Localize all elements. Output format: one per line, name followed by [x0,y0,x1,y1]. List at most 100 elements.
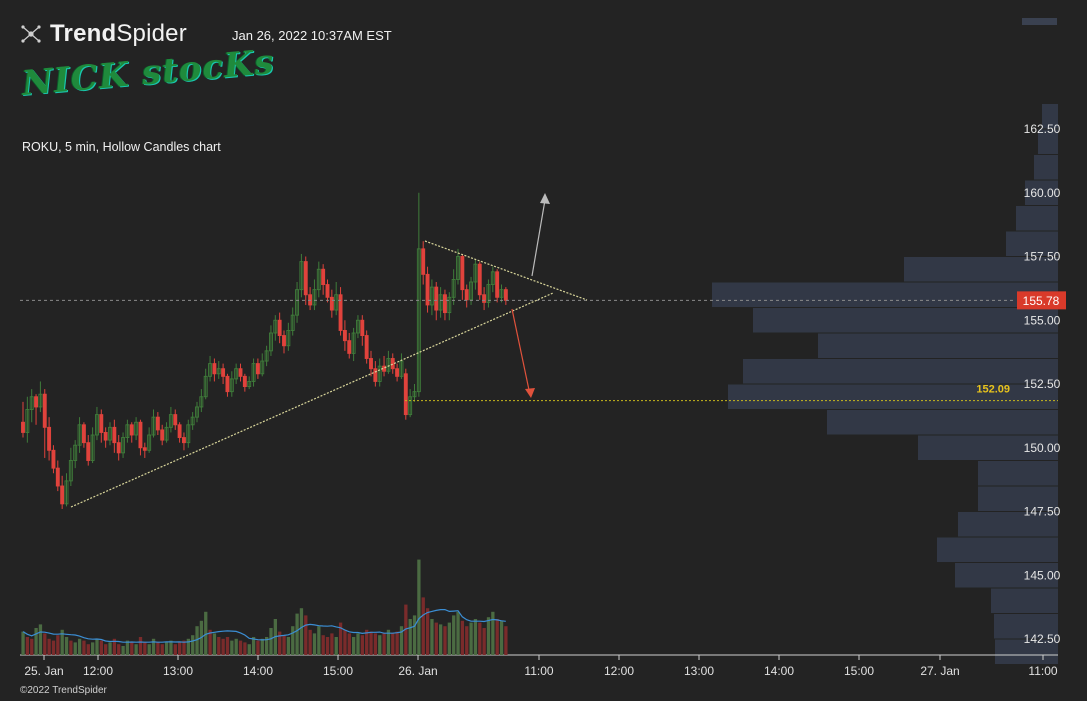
candle-body [386,358,391,372]
volume-bar [225,637,230,655]
candle-body [34,396,38,408]
volume-bar [439,624,443,655]
volume-profile [712,104,1058,664]
volume-bar [60,629,64,655]
candle-body [412,391,417,398]
volume-bar [460,620,465,655]
candle-body [21,421,25,433]
breakout-arrow-head [540,193,550,204]
x-tick-label: 11:00 [524,664,553,678]
volume-bar [56,635,60,655]
x-tick-label: 12:00 [83,664,113,678]
volume-bar [143,642,147,655]
candle-body [403,373,408,416]
volume-bar [117,644,121,655]
volume-bar [73,642,77,655]
candle-body [81,424,86,444]
volume-bar [443,626,447,655]
volume-bar [25,637,30,655]
breakdown-arrow-line [511,308,530,391]
candle-body [116,442,121,454]
volume-bar [99,640,103,655]
candle-body [451,279,456,298]
candle-body [77,424,82,446]
volume-bar [408,619,412,655]
volume-bar [412,615,417,655]
candle-body [295,289,299,316]
candle-body [325,284,330,298]
candle-body [499,289,504,298]
candle-body [190,416,195,426]
volume-bar [452,615,456,655]
volume-bar [251,637,256,655]
candle-body [269,332,273,352]
volume-bar [43,633,47,655]
x-tick-label: 14:00 [243,664,273,678]
candle-body [395,368,400,377]
candle-body [255,363,260,375]
brand-bold: Trend [50,20,117,47]
candle-body [247,381,252,388]
volume-bar [256,640,260,655]
candle-body [425,273,430,306]
volume-bar [108,642,112,655]
volume-bar [95,638,99,655]
candle-body [25,409,30,433]
volume-bar [121,646,125,655]
volume-bar [91,642,95,655]
profile-bar [753,308,1058,333]
volume-bar [243,642,247,655]
panel-handle[interactable] [1022,18,1057,25]
candle-body [464,289,469,301]
candle-body [221,368,226,377]
candle-body [164,426,169,441]
volume-bar [469,622,473,655]
volume-bar [486,617,491,655]
y-tick-label: 155.00 [1024,313,1061,327]
volume-bar [86,644,90,655]
volume-bar [147,644,151,655]
volume-bar [217,637,221,655]
y-tick-label: 145.00 [1024,568,1061,582]
candle-body [229,378,234,393]
volume-bar [308,629,312,655]
x-tick-label: 15:00 [323,664,353,678]
candle-body [429,286,434,306]
volume-bar [465,626,469,655]
volume-bar [221,638,225,655]
candle-body [225,375,230,393]
volume-bar [447,622,451,655]
support-level-label: 152.09 [976,384,1010,396]
volume-bar [191,635,195,655]
volume-bar [104,644,108,655]
profile-bar [728,384,1058,409]
volume-bar [21,631,25,655]
volume-bar [269,628,273,655]
candle-body [477,263,482,296]
candle-body [29,396,34,410]
candle-body [399,360,404,377]
volume-bar [334,637,338,655]
candle-body [356,319,360,334]
candle-body [490,271,495,285]
volume-bar [434,622,438,655]
candle-body [308,294,313,306]
chart-datetime: Jan 26, 2022 10:37AM EST [232,28,392,43]
profile-bar [904,257,1058,282]
candle-body [338,294,343,331]
volume-bar [404,604,408,655]
candle-body [73,444,78,461]
candle-body [168,414,173,428]
x-tick-label: 13:00 [163,664,193,678]
candle-body [112,426,117,444]
volume-bar [69,640,73,655]
candle-body [277,319,282,337]
candle-body [134,421,139,436]
x-tick-label: 25. Jan [24,664,63,678]
volume-bar [425,608,430,655]
volume-bar [51,640,56,655]
x-tick-label: 11:00 [1028,664,1057,678]
volume-bar [347,633,351,655]
candle-body [282,335,286,347]
